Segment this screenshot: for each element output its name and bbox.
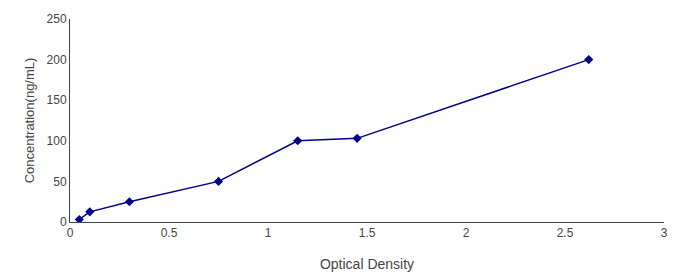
svg-text:2.5: 2.5: [557, 226, 574, 240]
svg-text:0: 0: [60, 215, 67, 229]
svg-text:0.5: 0.5: [161, 226, 178, 240]
svg-text:200: 200: [47, 53, 67, 67]
svg-text:250: 250: [47, 12, 67, 26]
svg-text:1.5: 1.5: [359, 226, 376, 240]
svg-text:Concentration(ng/mL): Concentration(ng/mL): [22, 58, 37, 184]
svg-text:150: 150: [47, 93, 67, 107]
svg-text:2: 2: [463, 226, 470, 240]
svg-text:0: 0: [67, 226, 74, 240]
svg-text:1: 1: [265, 226, 272, 240]
svg-text:50: 50: [53, 175, 67, 189]
svg-text:3: 3: [661, 226, 668, 240]
svg-text:Optical Density: Optical Density: [320, 256, 414, 272]
svg-text:100: 100: [47, 134, 67, 148]
